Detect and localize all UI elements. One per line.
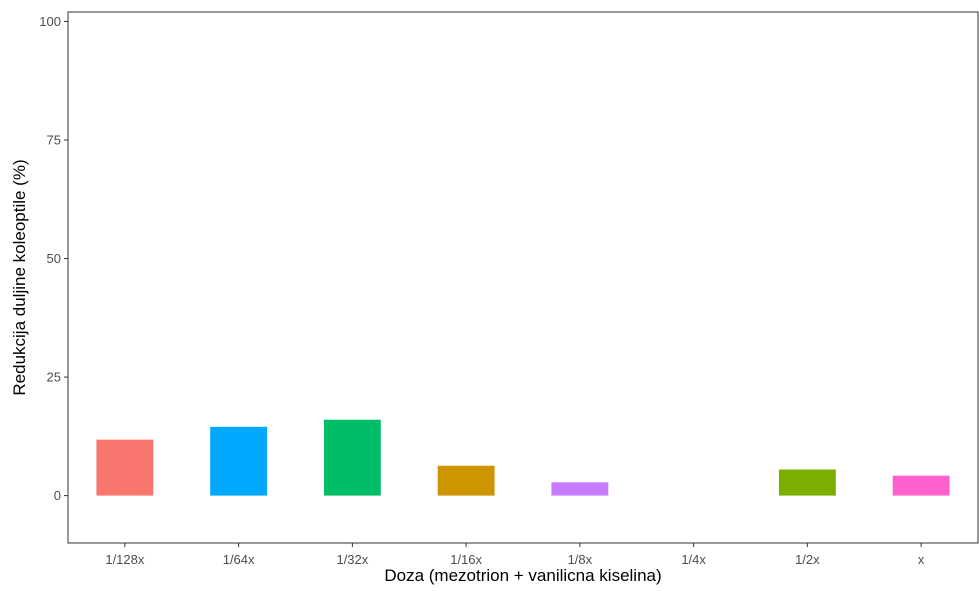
bar-1/128x [96,439,154,496]
x-tick-label: 1/16x [450,552,482,567]
bar-1/8x [551,482,609,496]
y-tick-label: 75 [47,133,61,148]
bar-1/16x [437,465,495,496]
y-tick-label: 50 [47,251,61,266]
x-tick-label: x [918,552,925,567]
y-tick-label: 0 [54,488,61,503]
x-tick-label: 1/2x [795,552,820,567]
y-tick-label: 100 [39,14,61,29]
x-axis-title: Doza (mezotrion + vanilicna kiselina) [384,566,661,585]
x-tick-label: 1/128x [105,552,145,567]
bar-1/32x [323,419,381,496]
bar-1/2x [778,469,836,496]
x-tick-label: 1/32x [336,552,368,567]
x-tick-label: 1/64x [223,552,255,567]
bar-1/64x [210,426,268,496]
x-axis: 1/128x 1/64x 1/32x 1/16x 1/8x 1/4x 1/2x x [105,543,925,567]
x-tick-label: 1/8x [568,552,593,567]
y-axis-title: Redukcija duljine koleoptile (%) [10,159,29,395]
bars-layer [96,419,950,496]
plot-panel-border [67,11,979,544]
y-tick-label: 25 [47,370,61,385]
y-axis: 0 25 50 75 100 [39,14,68,503]
bar-x [892,475,950,496]
x-tick-label: 1/4x [681,552,706,567]
